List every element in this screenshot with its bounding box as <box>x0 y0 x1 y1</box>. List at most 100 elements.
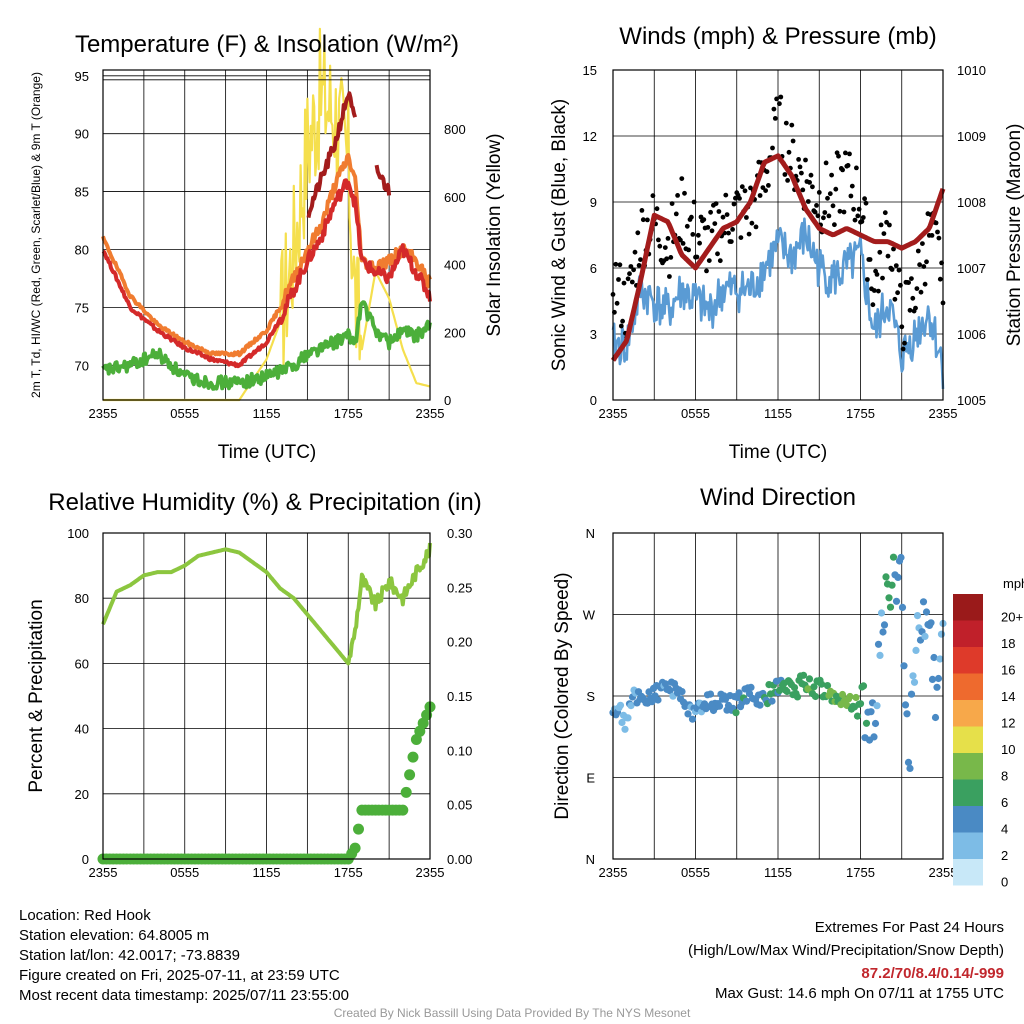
y-right-tick-label: 0.00 <box>447 852 472 867</box>
gust-point <box>635 230 641 236</box>
gust-point <box>616 277 621 282</box>
gust-point <box>686 247 691 253</box>
y-right-tick-label: 600 <box>444 190 466 205</box>
gust-point <box>723 192 729 198</box>
gust-point <box>694 254 700 260</box>
y-tick-label: 85 <box>75 185 89 200</box>
direction-point <box>879 628 887 636</box>
gust-point <box>766 183 771 188</box>
gust-point <box>924 259 929 265</box>
gust-point <box>697 240 702 246</box>
gust-point <box>878 222 884 228</box>
direction-point <box>790 684 799 692</box>
gust-point <box>805 199 811 204</box>
gust-point <box>728 239 734 245</box>
gust-point <box>899 324 905 330</box>
gust-point <box>645 217 650 223</box>
direction-point <box>885 594 893 602</box>
direction-point <box>862 719 871 727</box>
direction-point <box>877 609 886 617</box>
direction-point <box>838 690 847 699</box>
gust-point <box>902 340 907 346</box>
gust-point <box>909 276 914 281</box>
gust-point <box>708 209 713 215</box>
gust-point <box>822 210 828 215</box>
gust-point <box>632 249 638 255</box>
direction-point <box>909 672 917 680</box>
y-tick-label: 15 <box>583 63 597 78</box>
gust-point <box>907 307 913 313</box>
gust-point <box>900 346 906 352</box>
y-right-tick-label: 0.30 <box>447 526 472 541</box>
direction-point <box>867 708 875 716</box>
gust-point <box>738 235 744 241</box>
y-tick-label: 0 <box>82 852 89 867</box>
legend-swatch <box>953 620 983 647</box>
gust-point <box>629 279 635 285</box>
y-right-tick-label: 400 <box>444 258 466 273</box>
gust-point <box>625 276 631 282</box>
legend-label: 12 <box>1001 715 1015 730</box>
direction-point <box>817 680 826 688</box>
gust-point <box>664 256 669 262</box>
direction-point <box>823 682 832 690</box>
gust-point <box>845 163 851 168</box>
plot-frame <box>612 532 944 860</box>
gust-point <box>870 302 876 308</box>
legend-label: 0 <box>1001 874 1008 889</box>
x-tick-label: 1755 <box>846 406 875 421</box>
direction-point <box>853 712 862 720</box>
credit-text: Created By Nick Bassill Using Data Provi… <box>333 1006 691 1020</box>
gust-point <box>669 201 675 207</box>
gust-point <box>682 190 687 196</box>
gust-point <box>770 145 775 151</box>
direction-point <box>871 719 880 728</box>
gust-point <box>937 276 943 282</box>
extremes-title: Extremes For Past 24 Hours <box>814 919 1004 936</box>
precip-point <box>404 769 416 781</box>
gust-point <box>617 262 623 268</box>
gust-point <box>731 201 737 207</box>
direction-point <box>735 689 743 697</box>
gust-point <box>757 193 763 198</box>
gust-point <box>620 318 625 324</box>
direction-point <box>937 630 946 638</box>
legend-swatch <box>953 647 983 674</box>
x-tick-label: 1155 <box>253 406 281 421</box>
direction-point <box>616 701 625 709</box>
direction-point <box>618 718 626 727</box>
y-axis-label: Direction (Colored By Speed) <box>552 572 573 819</box>
series-line-t9m <box>101 153 432 358</box>
y-tick-label: 0 <box>590 393 597 408</box>
series-line-dewpoint <box>101 300 432 391</box>
gust-point <box>657 243 663 249</box>
gust-point <box>753 224 759 230</box>
gust-point <box>717 258 723 264</box>
y-tick-label: W <box>583 608 596 623</box>
direction-point <box>936 655 944 663</box>
y-tick-label: 60 <box>75 656 89 671</box>
direction-point <box>903 710 911 718</box>
gust-point <box>848 193 854 199</box>
gust-point <box>631 267 636 273</box>
gust-point <box>893 263 899 268</box>
direction-point <box>799 671 808 679</box>
gust-point <box>918 289 924 295</box>
gust-point <box>849 183 855 189</box>
precip-point <box>407 751 419 763</box>
x-tick-label: 1755 <box>334 406 363 421</box>
legend-label: 16 <box>1001 662 1015 677</box>
direction-point <box>654 696 662 704</box>
direction-point <box>898 603 907 612</box>
gust-point <box>797 164 803 170</box>
direction-point <box>870 733 878 741</box>
precip-point <box>400 786 412 798</box>
x-axis-label: Time (UTC) <box>218 442 317 463</box>
gust-point <box>726 230 731 236</box>
gust-point <box>730 227 735 232</box>
gust-point <box>783 120 789 126</box>
y-tick-label: 90 <box>75 127 89 142</box>
elevation-text: Station elevation: 64.8005 m <box>19 927 210 944</box>
gust-point <box>691 199 697 205</box>
direction-point <box>919 598 928 606</box>
